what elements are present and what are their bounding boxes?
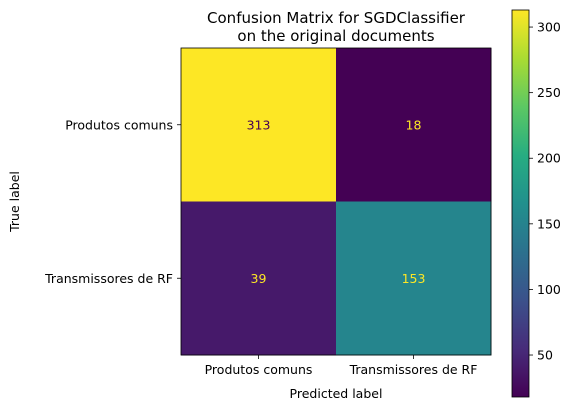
colorbar-tick-label: 200 bbox=[537, 151, 561, 166]
colorbar bbox=[512, 10, 529, 397]
chart-title-line-2: on the original documents bbox=[237, 27, 434, 45]
cell-value-label: 39 bbox=[251, 271, 267, 286]
plot-frame bbox=[180, 47, 492, 356]
x-axis-ticks: Produtos comuns Transmissores de RF bbox=[205, 355, 478, 377]
matrix-cell bbox=[181, 201, 337, 356]
cell-value-label: 18 bbox=[406, 117, 422, 132]
colorbar-ticks: 50 100 150 200 250 300 bbox=[529, 20, 561, 363]
x-axis-label: Predicted label bbox=[290, 386, 383, 401]
colorbar-tick-label: 100 bbox=[537, 282, 561, 297]
colorbar-tick-label: 300 bbox=[537, 20, 561, 35]
cell-value-label: 313 bbox=[247, 117, 271, 132]
colorbar-tick-label: 250 bbox=[537, 85, 561, 100]
x-tick-label: Transmissores de RF bbox=[349, 362, 478, 377]
colorbar-tick-label: 150 bbox=[537, 216, 561, 231]
matrix-cell bbox=[336, 201, 492, 356]
y-axis-ticks: Produtos comuns Transmissores de RF bbox=[44, 117, 181, 286]
chart-title-line-1: Confusion Matrix for SGDClassifier bbox=[207, 9, 466, 27]
colorbar-tick-label: 50 bbox=[537, 348, 553, 363]
y-tick-label: Produtos comuns bbox=[65, 117, 173, 132]
y-axis-label: True label bbox=[7, 171, 22, 233]
colorbar-frame bbox=[511, 9, 530, 398]
x-tick-label: Produtos comuns bbox=[205, 362, 313, 377]
matrix-cells: 313 18 39 153 bbox=[181, 48, 492, 356]
cell-value-label: 153 bbox=[402, 271, 426, 286]
y-tick-label: Transmissores de RF bbox=[44, 271, 173, 286]
matrix-cell bbox=[181, 48, 337, 202]
matrix-cell bbox=[336, 48, 492, 202]
